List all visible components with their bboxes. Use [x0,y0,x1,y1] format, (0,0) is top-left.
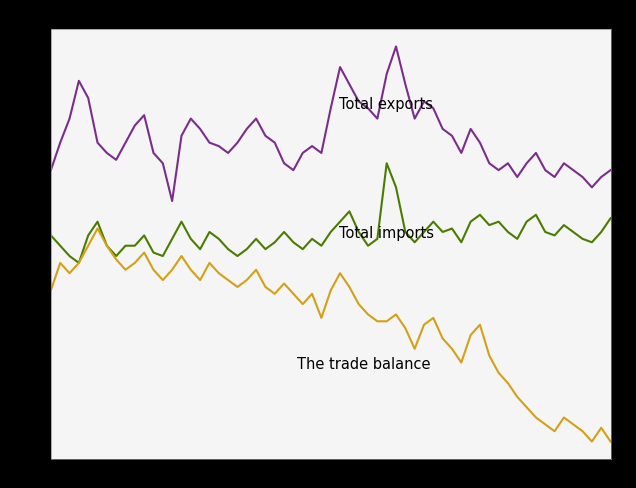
Text: Total exports: Total exports [339,97,433,112]
Text: Total imports: Total imports [339,225,434,241]
Text: The trade balance: The trade balance [297,357,431,371]
